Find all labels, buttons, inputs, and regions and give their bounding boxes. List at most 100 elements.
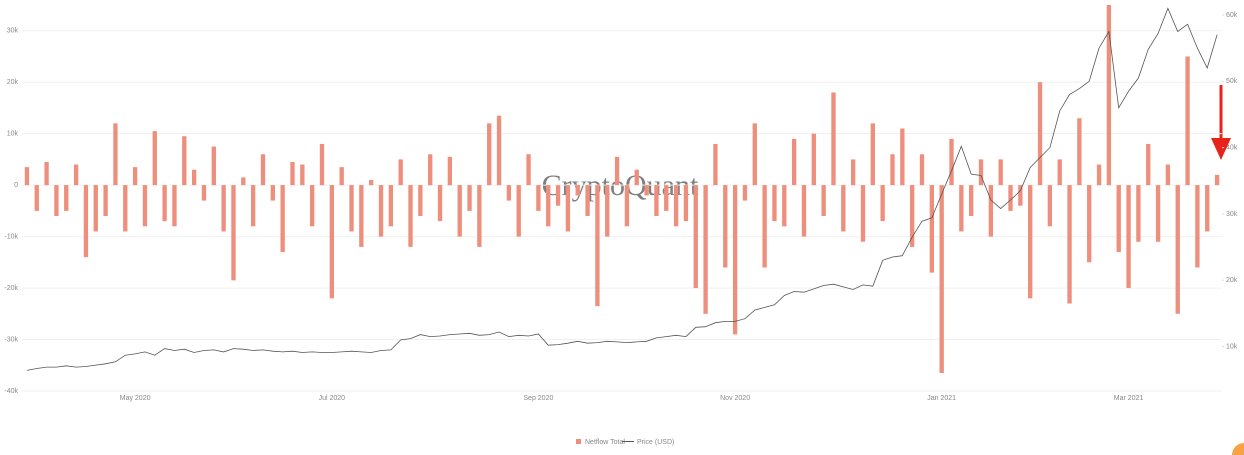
bar — [44, 161, 49, 186]
bar — [408, 185, 413, 247]
x-tick-label: Jul 2020 — [319, 395, 346, 402]
bar — [526, 154, 531, 186]
bar — [241, 177, 246, 186]
y-tick-label: 0 — [14, 182, 18, 189]
bar — [516, 185, 521, 237]
bar — [1126, 185, 1131, 289]
y-tick-label: 10k — [7, 131, 19, 138]
bar — [467, 185, 472, 211]
bar — [929, 185, 934, 273]
bar — [506, 185, 512, 201]
bar — [801, 185, 807, 237]
x-tick-label: Nov 2020 — [720, 395, 750, 402]
bar — [428, 154, 433, 186]
bar — [339, 167, 344, 186]
y2-tick-label: 40k — [1226, 144, 1238, 151]
bar — [821, 185, 826, 217]
bar — [54, 185, 59, 217]
bar — [369, 179, 374, 186]
bar — [280, 185, 285, 253]
bar — [113, 123, 118, 186]
bar — [595, 185, 600, 307]
bar — [1096, 164, 1102, 186]
bar — [477, 185, 482, 247]
bar — [1185, 56, 1190, 186]
bar — [654, 185, 659, 217]
bar — [831, 92, 836, 186]
bar — [634, 169, 639, 186]
x-tick-label: Jan 2021 — [927, 395, 956, 402]
bar — [319, 143, 325, 186]
bar — [1087, 185, 1092, 263]
bar — [762, 185, 767, 268]
bar — [791, 138, 797, 186]
y2-tick-label: 20k — [1226, 277, 1238, 284]
bar — [132, 167, 138, 186]
bar — [182, 136, 187, 186]
y-tick-label: -10k — [4, 233, 18, 240]
bar — [546, 185, 551, 227]
bar — [811, 133, 816, 186]
price-line — [26, 7, 1218, 371]
bar — [998, 159, 1003, 186]
bar — [231, 185, 236, 281]
corner-badge — [1232, 443, 1244, 455]
bar — [723, 185, 728, 268]
bar — [1008, 185, 1013, 211]
bar — [969, 185, 974, 217]
bar — [250, 185, 256, 227]
bar — [447, 156, 453, 186]
y2-tick-label: 30k — [1226, 211, 1238, 218]
bar — [457, 185, 462, 237]
bar — [496, 115, 502, 186]
bar — [24, 167, 30, 186]
bar — [890, 154, 895, 186]
legend-swatch — [576, 439, 581, 444]
bar — [772, 185, 777, 222]
bar — [841, 185, 846, 232]
bar — [1205, 185, 1210, 232]
bar — [152, 131, 157, 186]
bar — [1146, 143, 1151, 186]
bar — [664, 185, 669, 211]
legend-label: Netflow Total — [585, 439, 625, 446]
bar — [329, 185, 334, 299]
bar — [437, 185, 443, 222]
y-tick-label: 20k — [7, 79, 19, 86]
bar — [988, 185, 994, 237]
bar — [536, 185, 541, 211]
bar — [270, 185, 275, 201]
bar — [73, 164, 79, 186]
bar — [959, 185, 964, 232]
bar — [359, 185, 364, 247]
bar — [870, 123, 875, 186]
bar — [850, 159, 856, 186]
bar — [1028, 185, 1033, 299]
bar — [910, 185, 915, 247]
bar — [949, 138, 954, 186]
bar — [83, 185, 89, 258]
bar — [693, 185, 698, 289]
bar — [614, 156, 620, 186]
bar — [398, 159, 403, 186]
bar — [565, 185, 571, 232]
bar — [978, 159, 984, 186]
bar — [605, 185, 610, 237]
bar — [260, 154, 266, 186]
bar — [64, 185, 69, 211]
bar — [123, 185, 128, 232]
bar — [1155, 185, 1161, 242]
bar — [487, 123, 492, 186]
y2-tick-label: 50k — [1226, 78, 1238, 85]
bar — [1175, 185, 1180, 314]
bar — [713, 143, 718, 186]
y-tick-label: 30k — [7, 28, 19, 35]
bar — [624, 185, 630, 227]
bar — [211, 146, 216, 186]
bar — [939, 185, 944, 373]
bar — [300, 164, 305, 186]
bar — [349, 185, 354, 232]
bar — [1077, 118, 1082, 186]
bar — [388, 185, 394, 227]
y2-tick-label: 60k — [1226, 12, 1238, 19]
